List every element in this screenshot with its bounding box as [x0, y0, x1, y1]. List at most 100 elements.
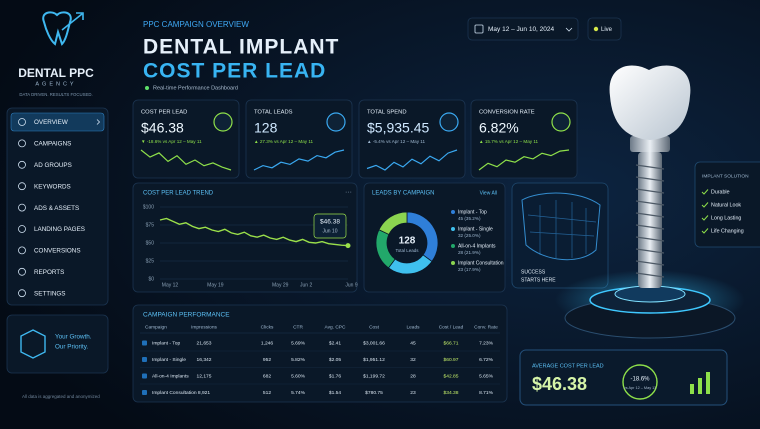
kpi-label: COST PER LEAD: [141, 110, 187, 116]
promo-line: Your Growth.: [55, 334, 92, 341]
check-icon: [701, 189, 709, 195]
tooltip: [313, 213, 347, 239]
sparkline: [140, 149, 232, 171]
row-checkbox: [142, 357, 147, 362]
legend-label: Implant - Single: [458, 226, 493, 232]
solution-title: IMPLANT SOLUTION: [702, 173, 749, 179]
kpi-change: ▲ 15.7% vs Apr 12 – May 11: [479, 139, 539, 144]
legend-swatch: [451, 244, 455, 248]
legend-value: 32 (25.0%): [458, 233, 481, 238]
live-label: Live: [601, 27, 613, 33]
abutment: [630, 136, 670, 152]
table-header: Conv. Rate: [474, 324, 498, 330]
jaw-card: [511, 182, 609, 289]
table-header: Leads: [406, 324, 420, 330]
legend-value: 45 (35.2%): [458, 216, 481, 221]
table-header: Avg. CPC: [325, 324, 347, 330]
legend-value: 23 (17.9%): [458, 267, 481, 272]
nav-icon: [18, 246, 26, 255]
menu-dots[interactable]: ···: [345, 189, 352, 196]
table-cell: 21,653: [197, 340, 212, 346]
table-header: Cost: [369, 324, 380, 330]
solution-item: Long Lasting: [711, 215, 741, 221]
nav-panel: [6, 107, 109, 306]
check-icon: [701, 228, 709, 234]
sparkline: [478, 149, 570, 171]
table-header: Campaign: [145, 324, 167, 330]
jaw-caption: STARTS HERE: [521, 277, 556, 283]
x-tick-label: Jun 9: [345, 282, 357, 288]
donut-slice: [378, 211, 408, 235]
view-all[interactable]: View All: [480, 190, 497, 196]
legend-value: 28 (21.9%): [458, 250, 481, 255]
subtitle: Real-time Performance Dashboard: [153, 85, 238, 91]
legend-swatch: [451, 210, 455, 214]
nav-active: [10, 112, 105, 132]
table-cell: $42.85: [444, 373, 459, 379]
solution-item: Durable: [711, 189, 730, 195]
table-header: Cost / Lead: [439, 324, 464, 330]
row-checkbox: [142, 373, 147, 379]
table-panel: [132, 304, 508, 403]
kpi-card: [245, 99, 353, 179]
table-cell: 5.82%: [291, 357, 306, 363]
table-cell: 45: [410, 340, 416, 346]
legend-label: Implant Consultation: [458, 260, 504, 266]
table-title: CAMPAIGN PERFORMANCE: [143, 312, 230, 319]
nav-item[interactable]: CAMPAIGNS: [34, 141, 71, 148]
live-dot: [593, 26, 599, 32]
nav-item[interactable]: LANDING PAGES: [34, 226, 85, 233]
table-cell: $2.05: [329, 357, 342, 363]
calendar-icon: [474, 24, 484, 34]
table-cell: 5.74%: [291, 390, 306, 396]
nav-item[interactable]: AD GROUPS: [34, 162, 72, 169]
nav-icon: [18, 139, 26, 148]
table-cell: $1.76: [329, 373, 342, 379]
table-cell: Implant Consultation: [152, 390, 197, 396]
jaw-lines: [527, 200, 597, 258]
table-cell: 12,175: [197, 373, 212, 379]
table-cell: $66.71: [444, 340, 459, 346]
nav-icon: [18, 267, 26, 276]
table-cell: 5.69%: [291, 340, 306, 346]
y-tick-label: $50: [146, 240, 155, 246]
kpi-card: [470, 99, 578, 179]
nav-icon: [18, 203, 26, 212]
title: DENTAL IMPLANT: [143, 36, 339, 59]
table-cell: 8.71%: [479, 390, 494, 396]
title: COST PER LEAD: [143, 60, 326, 83]
solution-item: Life Changing: [711, 228, 744, 234]
donut-total: 128: [399, 236, 416, 247]
nav-icon: [18, 182, 26, 191]
table-cell: Implant - Single: [152, 357, 186, 363]
kpi-value: $5,935.45: [367, 120, 429, 136]
promo-icon: [20, 329, 46, 359]
screw: [638, 152, 662, 288]
promo-line: Our Priority.: [55, 344, 88, 351]
nav-item[interactable]: SETTINGS: [34, 290, 66, 297]
nav-item[interactable]: KEYWORDS: [34, 183, 71, 190]
nav-item[interactable]: OVERVIEW: [34, 119, 68, 126]
x-tick-label: Jun 2: [300, 282, 312, 288]
y-tick-label: $0: [148, 276, 154, 282]
nav-item[interactable]: CONVERSIONS: [34, 248, 81, 255]
summary-value: $46.38: [532, 374, 587, 394]
table-cell: Implant - Top: [152, 340, 180, 346]
table-header: Impressions: [191, 324, 217, 330]
kicker: PPC CAMPAIGN OVERVIEW: [143, 20, 249, 29]
kpi-change: ▲ 27.3% vs Apr 12 – May 11: [254, 139, 314, 144]
kpi-value: 128: [254, 120, 278, 136]
nav-item[interactable]: REPORTS: [34, 269, 64, 276]
kpi-card: [132, 99, 240, 179]
brand-sub: AGENCY: [35, 81, 76, 87]
date-range[interactable]: May 12 – Jun 10, 2024: [488, 26, 555, 33]
kpi-label: TOTAL SPEND: [367, 110, 407, 116]
table-cell: 32: [410, 357, 416, 363]
kpi-icon: [439, 112, 459, 132]
x-tick-label: May 29: [272, 282, 289, 288]
tooltip-date: Jun 10: [322, 228, 337, 234]
table-header: CTR: [293, 324, 303, 330]
date-picker[interactable]: [467, 17, 579, 41]
nav-item[interactable]: ADS & ASSETS: [34, 205, 79, 212]
